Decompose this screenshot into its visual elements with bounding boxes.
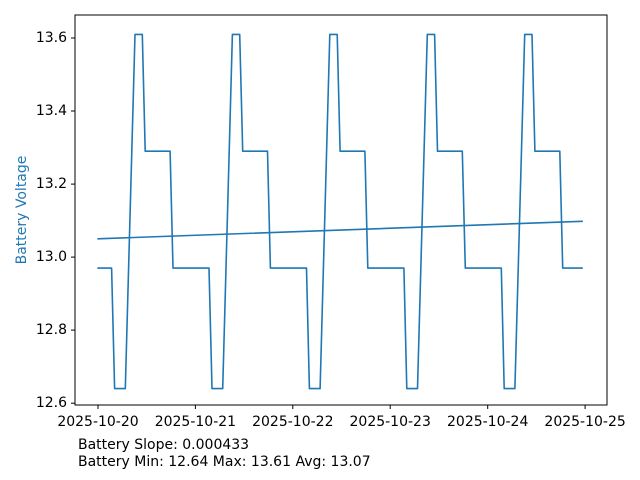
- series-battery-voltage-steps: [97, 33, 584, 390]
- annotation-stats: Battery Min: 12.64 Max: 13.61 Avg: 13.07: [78, 454, 371, 470]
- y-tick-label: 13.2: [36, 176, 67, 192]
- x-tick-label: 2025-10-25: [544, 414, 625, 430]
- y-tick-label: 13.6: [36, 30, 67, 46]
- plot-frame: [74, 14, 608, 406]
- series-battery-voltage-trend: [97, 220, 584, 240]
- y-tick-label: 13.4: [36, 103, 67, 119]
- y-tick-label: 13.0: [36, 249, 67, 265]
- x-tick-label: 2025-10-23: [350, 414, 431, 430]
- y-axis-label: Battery Voltage: [14, 156, 30, 265]
- y-tick-label: 12.6: [36, 395, 67, 411]
- x-tick-label: 2025-10-20: [57, 414, 138, 430]
- annotation-slope: Battery Slope: 0.000433: [78, 437, 249, 453]
- y-tick-label: 12.8: [36, 322, 67, 338]
- x-tick-label: 2025-10-21: [155, 414, 236, 430]
- x-tick-label: 2025-10-24: [447, 414, 528, 430]
- x-tick-label: 2025-10-22: [252, 414, 333, 430]
